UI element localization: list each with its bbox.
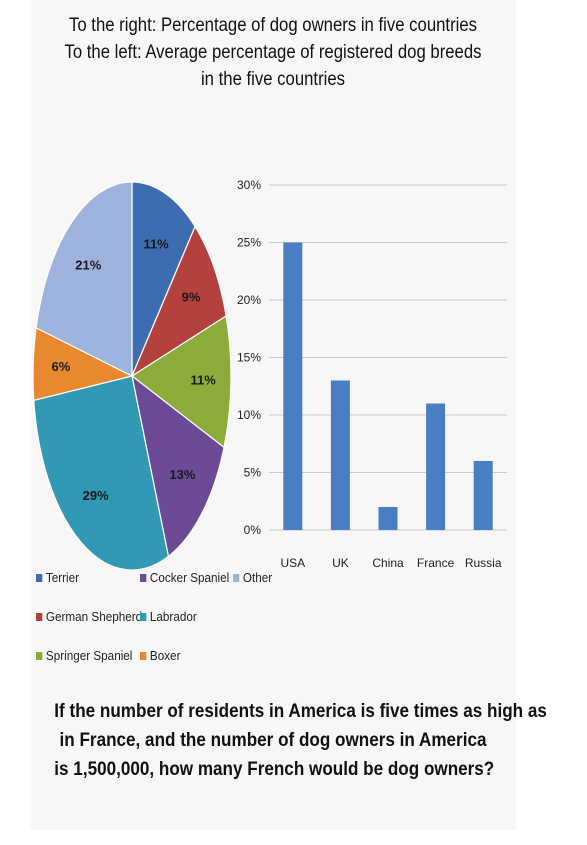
legend-swatch	[36, 612, 43, 621]
x-tick-label-france: France	[417, 556, 455, 570]
pie-label-german-shepherd: 9%	[182, 290, 201, 305]
pie-slice-terrier	[131, 181, 196, 377]
bar-chart: 0% 5% 10% 15% 20% 25% 30% USA UK China France Russi…	[237, 178, 507, 570]
legend-item-boxer: Boxer	[140, 648, 180, 663]
x-tick-label-uk: UK	[332, 556, 349, 570]
legend-label: Labrador	[149, 609, 197, 624]
y-tick-label: 5%	[244, 466, 262, 480]
bar-russia	[473, 461, 493, 530]
legend-label: Other	[242, 570, 273, 585]
pie-slice-labrador	[33, 375, 170, 571]
legend-swatch	[140, 651, 147, 660]
question-text: If the number of residents in America is…	[54, 697, 547, 784]
legend-swatch	[140, 612, 147, 621]
pie-slice-cocker-spaniel	[131, 374, 225, 558]
y-tick-label: 10%	[237, 408, 261, 422]
legend-item-german-shepherd: German Shepherd	[36, 609, 142, 624]
legend-item-cocker-spaniel: Cocker Spaniel	[140, 570, 229, 585]
x-tick-label-russia: Russia	[465, 556, 502, 570]
legend-item-other: Other	[233, 570, 272, 585]
title-line-1: To the right: Percentage of dog owners i…	[68, 15, 478, 36]
pie-label-other: 21%	[75, 258, 101, 273]
x-tick-label-china: China	[372, 556, 404, 570]
pie-slice-other	[35, 181, 133, 377]
x-tick-label-usa: USA	[280, 556, 305, 570]
y-tick-label: 20%	[237, 293, 261, 307]
pie-slice-springer-spaniel	[130, 315, 232, 449]
question-line-3: is 1,500,000, how many French would be d…	[54, 759, 495, 780]
pie-chart: 11% 9% 11% 13% 29% 6% 21%	[32, 181, 232, 571]
pie-label-labrador: 29%	[83, 488, 109, 503]
title-line-2: To the left: Average percentage of regis…	[64, 42, 482, 63]
pie-label-terrier: 11%	[143, 237, 169, 252]
pie-label-boxer: 6%	[52, 359, 71, 374]
legend-item-labrador: Labrador	[140, 609, 197, 624]
bar-france	[426, 403, 446, 530]
bar-usa	[283, 242, 303, 530]
legend-label: Springer Spaniel	[45, 648, 133, 663]
bar-china	[378, 507, 398, 530]
chart-title: To the right: Percentage of dog owners i…	[59, 12, 487, 93]
legend-label: Terrier	[45, 570, 80, 585]
legend-label: German Shepherd	[45, 609, 143, 624]
pie-label-springer-spaniel: 11%	[191, 372, 217, 387]
pie-label-cocker-spaniel: 13%	[169, 467, 195, 482]
pie-slice-german-shepherd	[130, 225, 227, 378]
question-line-1: If the number of residents in America is…	[54, 701, 547, 722]
question-line-2: in France, and the number of dog owners …	[59, 730, 487, 751]
legend-item-springer-spaniel: Springer Spaniel	[36, 648, 132, 663]
legend-swatch	[233, 573, 240, 582]
legend-label: Cocker Spaniel	[149, 570, 230, 585]
title-line-3: in the five countries	[200, 69, 346, 90]
legend-swatch	[140, 573, 147, 582]
y-tick-label: 30%	[237, 178, 261, 192]
legend-item-terrier: Terrier	[36, 570, 79, 585]
legend-swatch	[36, 651, 43, 660]
legend-swatch	[36, 573, 43, 582]
bar-uk	[330, 380, 350, 530]
y-tick-label: 0%	[244, 523, 262, 537]
y-tick-label: 25%	[237, 236, 261, 250]
legend-label: Boxer	[149, 648, 181, 663]
y-tick-label: 15%	[237, 351, 261, 365]
